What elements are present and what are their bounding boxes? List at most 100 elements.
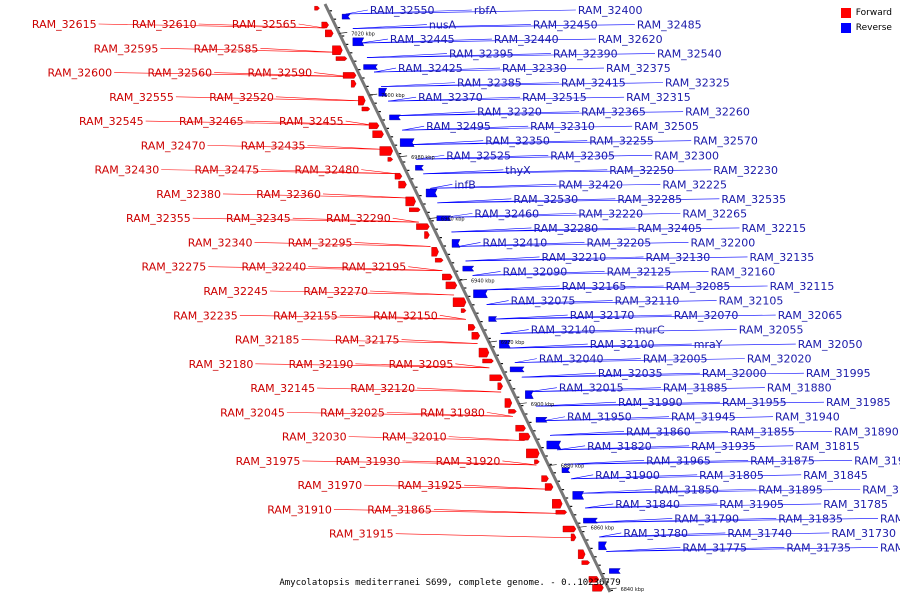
gene-label[interactable]: RAM_32560 (147, 67, 212, 80)
forward-gene[interactable] (405, 196, 416, 207)
gene-label[interactable]: RAM_31820 (587, 440, 652, 453)
gene-label[interactable]: RAM_32610 (132, 18, 197, 31)
gene-label[interactable]: RAM_32450 (533, 19, 598, 32)
gene-label[interactable]: RAM_32130 (646, 251, 711, 264)
forward-gene[interactable] (508, 409, 517, 414)
gene-label[interactable]: RAM_32550 (370, 4, 435, 17)
gene-label[interactable]: RAM_32065 (778, 309, 843, 322)
gene-label[interactable]: RAM_32215 (741, 222, 806, 235)
gene-label[interactable]: mraY (694, 338, 723, 351)
gene-label[interactable]: RAM_31745 (880, 541, 900, 554)
gene-label[interactable]: RAM_32410 (483, 236, 548, 249)
gene-label[interactable]: RAM_32365 (581, 106, 646, 119)
gene-label[interactable]: RAM_31970 (297, 479, 362, 492)
forward-gene[interactable] (471, 332, 481, 340)
gene-label[interactable]: RAM_32480 (295, 164, 360, 177)
reverse-gene[interactable] (378, 87, 388, 97)
reverse-gene[interactable] (436, 215, 452, 221)
reverse-gene[interactable] (363, 64, 378, 70)
forward-gene[interactable] (570, 533, 577, 542)
reverse-gene[interactable] (572, 491, 585, 500)
gene-label[interactable]: RAM_32360 (256, 188, 321, 201)
gene-label[interactable]: RAM_32020 (747, 353, 812, 366)
forward-gene[interactable] (398, 180, 407, 189)
reverse-gene[interactable] (425, 188, 438, 198)
gene-label[interactable]: RAM_32085 (666, 280, 731, 293)
gene-label[interactable]: RAM_31905 (719, 498, 784, 511)
gene-label[interactable]: RAM_32585 (194, 42, 259, 55)
reverse-gene[interactable] (462, 265, 475, 272)
forward-gene[interactable] (442, 273, 453, 281)
gene-label[interactable]: RAM_32090 (503, 265, 568, 278)
gene-label[interactable]: RAM_32350 (485, 135, 550, 148)
gene-label[interactable]: nusA (429, 19, 457, 32)
forward-gene[interactable] (460, 308, 467, 313)
gene-label[interactable]: RAM_32045 (220, 406, 285, 419)
forward-gene[interactable] (497, 382, 503, 390)
reverse-gene[interactable] (399, 138, 415, 147)
gene-label[interactable]: RAM_32505 (634, 120, 699, 133)
forward-gene[interactable] (515, 425, 526, 432)
gene-label[interactable]: RAM_32300 (654, 149, 719, 162)
gene-label[interactable]: RAM_31815 (795, 440, 860, 453)
gene-label[interactable]: RAM_31855 (730, 425, 795, 438)
forward-gene[interactable] (489, 374, 503, 381)
forward-gene[interactable] (350, 80, 357, 88)
gene-label[interactable]: RAM_32595 (94, 42, 159, 55)
gene-label[interactable]: RAM_31935 (691, 440, 756, 453)
gene-label[interactable]: RAM_31840 (615, 498, 680, 511)
gene-label[interactable]: RAM_32255 (589, 135, 654, 148)
gene-label[interactable]: RAM_31805 (699, 469, 764, 482)
gene-label[interactable]: RAM_32070 (674, 309, 739, 322)
forward-gene[interactable] (332, 45, 343, 55)
gene-label[interactable]: RAM_32035 (598, 367, 663, 380)
gene-label[interactable]: RAM_32205 (587, 236, 652, 249)
gene-label[interactable]: RAM_31835 (778, 512, 843, 525)
gene-label[interactable]: RAM_32245 (203, 285, 268, 298)
reverse-gene[interactable] (583, 517, 598, 524)
gene-label[interactable]: RAM_32405 (637, 222, 702, 235)
gene-label[interactable]: RAM_32050 (798, 338, 863, 351)
gene-label[interactable]: RAM_32400 (578, 4, 643, 17)
gene-label[interactable]: RAM_32240 (242, 261, 307, 274)
gene-label[interactable]: RAM_32075 (511, 295, 576, 308)
forward-gene[interactable] (526, 448, 540, 459)
gene-label[interactable]: RAM_32175 (335, 334, 400, 347)
forward-gene[interactable] (379, 146, 393, 156)
gene-label[interactable]: RAM_31980 (420, 406, 485, 419)
forward-gene[interactable] (431, 247, 439, 257)
gene-label[interactable]: RAM_32165 (562, 280, 627, 293)
gene-label[interactable]: RAM_32305 (550, 149, 615, 162)
gene-label[interactable]: RAM_31845 (803, 469, 868, 482)
gene-label[interactable]: RAM_31860 (626, 425, 691, 438)
gene-label[interactable]: RAM_32390 (553, 48, 618, 61)
gene-label[interactable]: RAM_32210 (542, 251, 607, 264)
gene-label[interactable]: RAM_32265 (682, 207, 747, 220)
gene-label[interactable]: RAM_31915 (329, 528, 394, 541)
gene-label[interactable]: RAM_32415 (561, 77, 626, 90)
gene-label[interactable]: RAM_32120 (350, 382, 415, 395)
forward-gene[interactable] (562, 525, 577, 533)
gene-label[interactable]: RAM_32315 (626, 91, 691, 104)
gene-label[interactable]: RAM_32380 (156, 188, 221, 201)
gene-label[interactable]: RAM_32465 (179, 115, 244, 128)
gene-label[interactable]: RAM_32155 (273, 309, 338, 322)
gene-label[interactable]: RAM_32055 (739, 324, 804, 337)
reverse-gene[interactable] (509, 366, 525, 373)
gene-label[interactable]: RAM_32340 (188, 236, 253, 249)
forward-gene[interactable] (342, 72, 357, 79)
reverse-gene[interactable] (341, 13, 351, 20)
forward-gene[interactable] (588, 576, 600, 583)
gene-label[interactable]: RAM_31965 (646, 454, 711, 467)
gene-label[interactable]: RAM_32395 (449, 48, 514, 61)
gene-label[interactable]: RAM_31790 (674, 512, 739, 525)
reverse-gene[interactable] (488, 316, 498, 322)
gene-label[interactable]: RAM_32150 (373, 309, 438, 322)
gene-label[interactable]: RAM_32200 (691, 236, 756, 249)
gene-label[interactable]: RAM_32600 (47, 67, 112, 80)
gene-label[interactable]: RAM_31850 (654, 483, 719, 496)
forward-gene[interactable] (518, 432, 531, 441)
reverse-gene[interactable] (535, 417, 548, 423)
gene-label[interactable]: infB (454, 178, 475, 191)
forward-gene[interactable] (394, 172, 403, 180)
